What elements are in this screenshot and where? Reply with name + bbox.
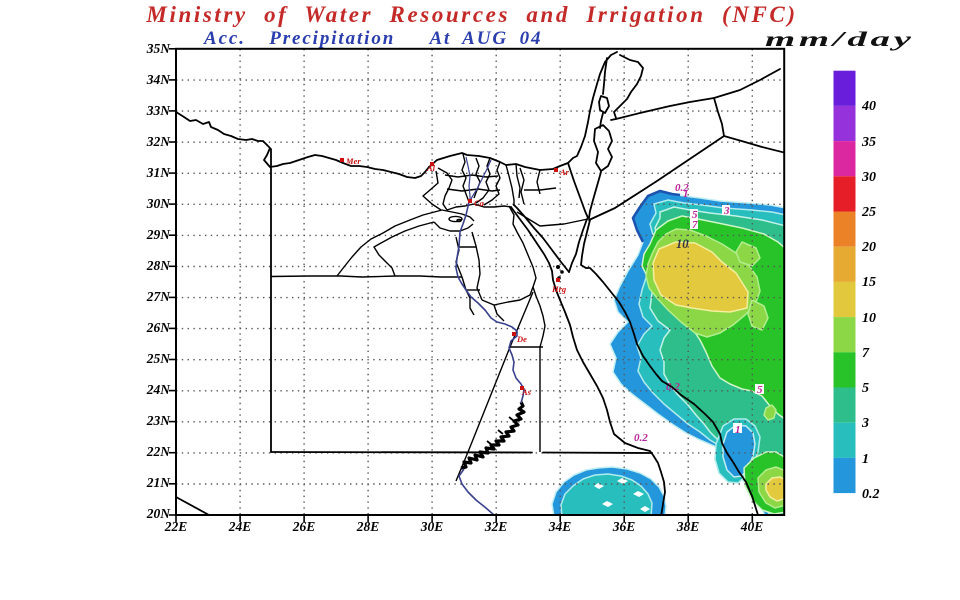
svg-text:27N: 27N <box>146 289 172 304</box>
svg-text:38E: 38E <box>676 519 700 534</box>
svg-text:20: 20 <box>861 240 876 255</box>
svg-text:0.2: 0.2 <box>862 487 880 502</box>
svg-text:26N: 26N <box>146 320 172 335</box>
svg-text:21N: 21N <box>146 475 172 490</box>
svg-text:0.2: 0.2 <box>634 432 648 444</box>
svg-text:22E: 22E <box>164 519 188 534</box>
svg-text:1: 1 <box>862 452 869 467</box>
svg-text:30E: 30E <box>420 519 444 534</box>
svg-text:32E: 32E <box>484 519 508 534</box>
svg-text:36E: 36E <box>612 519 636 534</box>
svg-text:29N: 29N <box>146 227 172 242</box>
svg-text:28E: 28E <box>356 519 380 534</box>
svg-text:Al: Al <box>426 163 436 173</box>
svg-text:As: As <box>521 387 532 397</box>
svg-text:31N: 31N <box>146 165 172 180</box>
svg-text:24N: 24N <box>146 382 172 397</box>
svg-text:33N: 33N <box>146 103 172 118</box>
svg-text:7: 7 <box>692 219 698 231</box>
svg-text:10: 10 <box>676 237 689 251</box>
svg-text:5: 5 <box>862 381 869 396</box>
svg-text:Ar: Ar <box>559 167 570 177</box>
svg-text:40E: 40E <box>740 519 764 534</box>
svg-text:5: 5 <box>692 209 698 221</box>
svg-text:34N: 34N <box>146 72 172 87</box>
svg-text:35N: 35N <box>146 41 172 56</box>
svg-text:1: 1 <box>683 188 689 200</box>
svg-text:1: 1 <box>735 424 741 436</box>
svg-text:15: 15 <box>862 275 876 290</box>
svg-text:7: 7 <box>862 346 870 361</box>
svg-text:22N: 22N <box>146 444 172 459</box>
svg-text:5: 5 <box>757 384 763 396</box>
svg-text:Hrg: Hrg <box>551 284 567 294</box>
svg-text:32N: 32N <box>146 134 172 149</box>
svg-text:25N: 25N <box>146 351 172 366</box>
svg-text:30: 30 <box>861 170 876 185</box>
svg-text:3: 3 <box>861 416 869 431</box>
svg-text:Ca: Ca <box>474 198 485 208</box>
svg-text:28N: 28N <box>146 258 172 273</box>
svg-text:40: 40 <box>861 99 876 114</box>
svg-text:35: 35 <box>861 135 876 150</box>
svg-text:20N: 20N <box>146 506 172 521</box>
svg-text:Mer: Mer <box>345 156 361 166</box>
svg-text:25: 25 <box>861 205 876 220</box>
svg-text:3: 3 <box>723 205 730 217</box>
svg-text:24E: 24E <box>228 519 252 534</box>
svg-text:10: 10 <box>862 311 876 326</box>
svg-text:34E: 34E <box>548 519 572 534</box>
svg-text:23N: 23N <box>146 413 172 428</box>
svg-text:0.2: 0.2 <box>675 182 689 194</box>
svg-text:30N: 30N <box>146 196 172 211</box>
svg-text:De: De <box>516 334 527 344</box>
svg-text:26E: 26E <box>292 519 316 534</box>
